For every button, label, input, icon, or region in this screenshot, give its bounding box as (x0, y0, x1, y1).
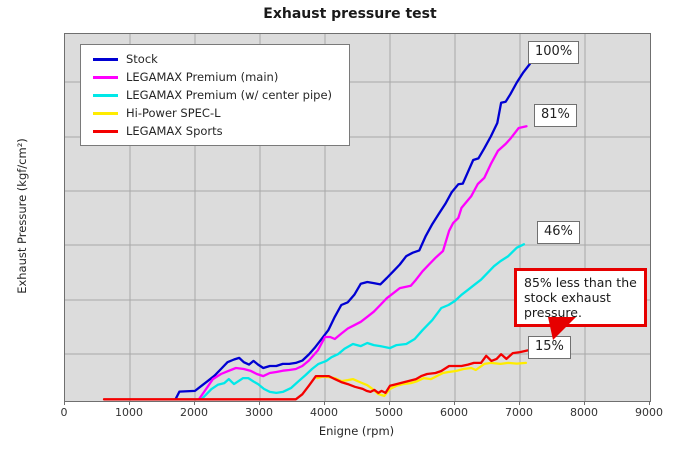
sports-end-label: 15% (528, 336, 571, 359)
premium-center-end-label: 46% (537, 221, 580, 244)
y-axis-label: Exhaust Pressure (kgf/cm²) (15, 138, 29, 294)
series-line-legamax-premium-w-center-pipe- (200, 243, 526, 401)
x-axis-label: Enigne (rpm) (318, 424, 395, 438)
x-tick-label: 6000 (440, 406, 468, 419)
x-tick-mark (389, 401, 390, 405)
x-tick-label: 9000 (635, 406, 663, 419)
x-tick-mark (649, 401, 650, 405)
x-tick-mark (259, 401, 260, 405)
legend-label: Hi-Power SPEC-L (126, 106, 221, 120)
x-tick-label: 1000 (115, 406, 143, 419)
legend-swatch (93, 129, 118, 133)
legend-label: Stock (126, 52, 158, 66)
legend-item: Stock (93, 52, 349, 66)
x-tick-label: 5000 (375, 406, 403, 419)
x-tick-mark (194, 401, 195, 405)
legend-label: LEGAMAX Premium (main) (126, 70, 279, 84)
series-line-legamax-sports (102, 349, 529, 401)
x-tick-label: 4000 (310, 406, 338, 419)
legend-label: LEGAMAX Premium (w/ center pipe) (126, 88, 333, 102)
legend-item: LEGAMAX Premium (w/ center pipe) (93, 88, 349, 102)
legend-swatch (93, 75, 118, 79)
stock-end-label: 100% (528, 41, 580, 64)
chart-title: Exhaust pressure test (263, 6, 437, 22)
x-tick-label: 3000 (245, 406, 273, 419)
series-line-stock (174, 62, 531, 401)
legend-swatch (93, 93, 118, 97)
x-tick-mark (129, 401, 130, 405)
legend-swatch (93, 57, 118, 61)
x-tick-mark (454, 401, 455, 405)
legend-item: LEGAMAX Sports (93, 124, 349, 138)
x-tick-label: 7000 (505, 406, 533, 419)
legend-item: LEGAMAX Premium (main) (93, 70, 349, 84)
x-tick-label: 8000 (570, 406, 598, 419)
callout-box: 85% less than the stock exhaust pressure… (514, 268, 647, 327)
legend-label: LEGAMAX Sports (126, 124, 223, 138)
x-tick-label: 2000 (180, 406, 208, 419)
x-tick-mark (584, 401, 585, 405)
series-line-hi-power-spec-l (316, 361, 528, 398)
premium-main-end-label: 81% (534, 104, 577, 127)
legend: Stock LEGAMAX Premium (main) LEGAMAX Premi… (80, 44, 350, 146)
callout-tail (548, 317, 576, 340)
legend-item: Hi-Power SPEC-L (93, 106, 349, 120)
x-tick-mark (324, 401, 325, 405)
x-tick-mark (64, 401, 65, 405)
x-tick-mark (519, 401, 520, 405)
x-tick-label: 0 (60, 406, 68, 419)
legend-swatch (93, 111, 118, 115)
series-line-legamax-premium-main- (197, 125, 528, 401)
